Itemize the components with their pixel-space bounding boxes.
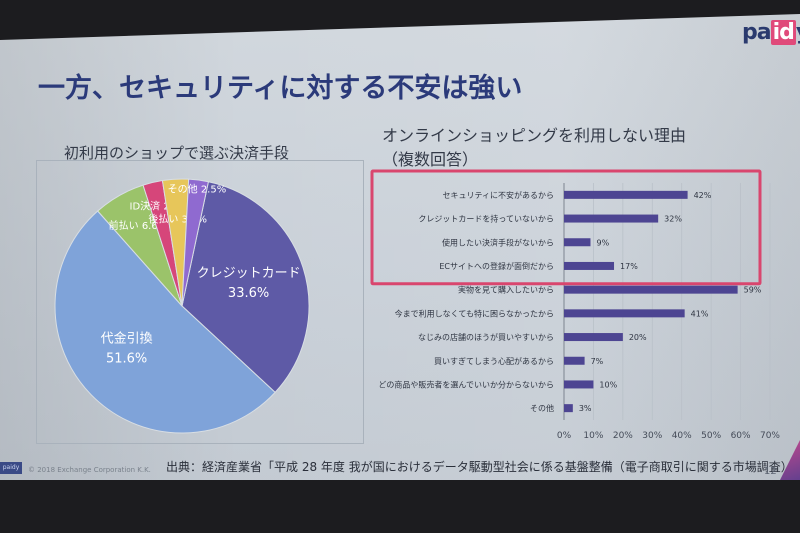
value-label: 17% bbox=[620, 262, 638, 271]
value-label: 3% bbox=[579, 404, 592, 413]
pie-slice-label: その他 2.5% bbox=[168, 183, 227, 196]
bar bbox=[564, 309, 685, 318]
copyright: © 2018 Exchange Corporation K.K. bbox=[28, 466, 151, 474]
pie-slice-label: クレジットカード bbox=[197, 266, 301, 281]
source-note: 出典：経済産業省「平成 28 年度 我が国におけるデータ駆動型社会に係る基盤整備… bbox=[166, 460, 799, 474]
value-label: 32% bbox=[664, 215, 682, 224]
pie-slice-value: 6.6% bbox=[142, 221, 167, 232]
category-label: 実物を見て購入したいから bbox=[458, 285, 554, 295]
category-label: 買いすぎてしまう心配があるから bbox=[434, 356, 554, 366]
screen-bottom bbox=[0, 480, 800, 533]
bar-chart-title: オンラインショッピングを利用しない理由 bbox=[382, 126, 687, 145]
bar bbox=[564, 380, 594, 389]
bar bbox=[564, 356, 585, 365]
bar bbox=[564, 238, 591, 247]
x-tick-label: 60% bbox=[731, 431, 751, 441]
pie-slice-value: 2.5% bbox=[201, 185, 226, 196]
x-tick-label: 70% bbox=[760, 431, 780, 441]
pie-slice bbox=[54, 210, 276, 434]
category-label: 使用したい決済手段がないから bbox=[442, 237, 554, 247]
pie-slice-label: 前払い 6.6% bbox=[109, 219, 168, 232]
category-label: その他 bbox=[530, 403, 554, 413]
value-label: 59% bbox=[744, 286, 762, 295]
pie-slice-value: 33.6% bbox=[228, 286, 269, 301]
pie-slice bbox=[181, 181, 310, 394]
category-label: クレジットカードを持っていないから bbox=[418, 214, 554, 224]
pie-slice-label: 代金引換 bbox=[101, 330, 153, 346]
x-tick-label: 40% bbox=[672, 431, 692, 441]
pie-slice-label-name: その他 bbox=[168, 183, 201, 196]
bar-chart-subtitle: （複数回答） bbox=[382, 150, 479, 169]
category-label: 今まで利用しなくても特に困らなかったから bbox=[395, 308, 554, 318]
logo-mid: id bbox=[770, 20, 796, 45]
value-label: 41% bbox=[691, 309, 709, 318]
bar bbox=[564, 285, 738, 294]
category-label: どの商品や販売者を選んでいいか分からないから bbox=[378, 379, 554, 389]
pie-slice-label-name: 後払い bbox=[148, 212, 181, 225]
x-tick-label: 50% bbox=[701, 431, 721, 441]
bar-chart: 0% 10% 20% 30% 40% 50% 60% 70% セキュリティに不安があるから 42%… bbox=[370, 169, 780, 441]
bar bbox=[564, 333, 623, 342]
highlight-box bbox=[370, 169, 762, 286]
x-tick-label: 30% bbox=[642, 431, 662, 441]
value-label: 9% bbox=[596, 238, 609, 247]
value-label: 10% bbox=[599, 380, 617, 389]
pie-chart-frame bbox=[36, 160, 364, 444]
bar bbox=[564, 214, 659, 223]
category-label: なじみの店舗のほうが買いやすいから bbox=[418, 332, 554, 342]
value-label: 7% bbox=[591, 357, 604, 366]
category-label: ECサイトへの登録が面倒だから bbox=[439, 261, 554, 271]
pie-slice-value: 51.6% bbox=[106, 351, 147, 366]
pie-chart: クレジットカード 33.6% 代金引換 51.6% 前払い 6.6% ID決済 2.5% 後… bbox=[54, 178, 310, 434]
pie-slice-label-name: 前払い bbox=[109, 219, 142, 232]
logo-prefix: pa bbox=[742, 20, 772, 45]
pie-chart-title: 初利用のショップで選ぶ決済手段 bbox=[64, 144, 290, 162]
bar bbox=[564, 404, 573, 413]
paidy-logo: paidy bbox=[742, 20, 800, 45]
logo-suffix: y bbox=[796, 20, 800, 45]
pie-slice bbox=[181, 178, 209, 307]
pie-slice-label-name: ID決済 bbox=[130, 200, 164, 213]
category-label: セキュリティに不安があるから bbox=[442, 190, 554, 200]
bar bbox=[564, 261, 615, 270]
value-label: 42% bbox=[694, 191, 712, 200]
copyright-tag: paidy bbox=[0, 462, 22, 474]
x-tick-label: 0% bbox=[557, 431, 572, 441]
slide-title: 一方、セキュリティに対する不安は強い bbox=[38, 73, 523, 104]
x-tick-label: 10% bbox=[583, 431, 603, 441]
x-tick-label: 20% bbox=[613, 431, 633, 441]
value-label: 20% bbox=[629, 333, 647, 342]
bar-chart-title-block: オンラインショッピングを利用しない理由 （複数回答） bbox=[382, 124, 686, 172]
bar bbox=[564, 190, 688, 199]
page-number: 12 bbox=[764, 466, 777, 477]
